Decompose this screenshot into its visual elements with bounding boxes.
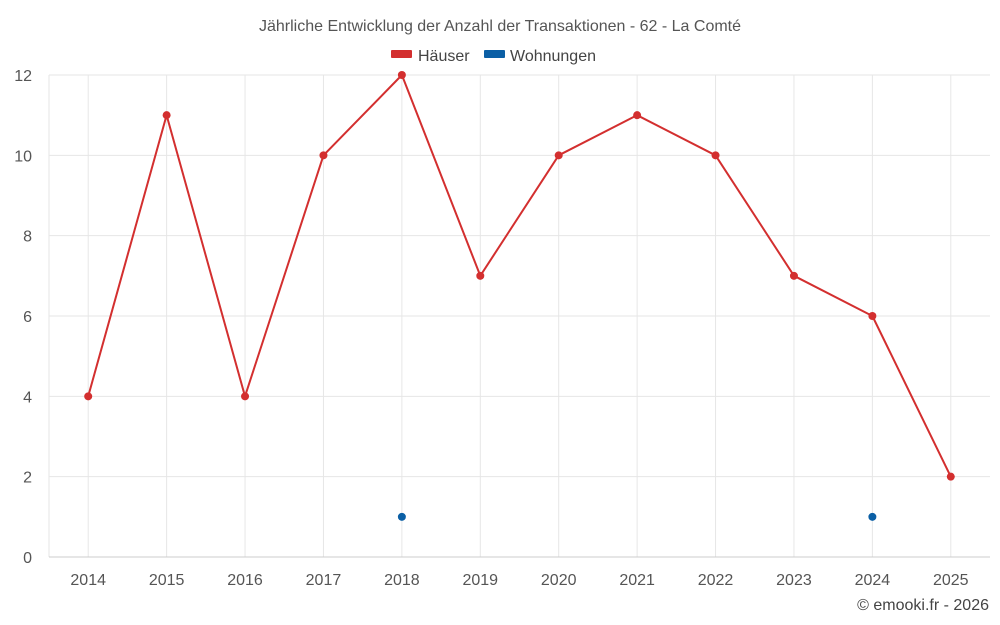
data-point-wohnungen[interactable] (868, 512, 877, 521)
legend-label-wohnungen[interactable]: Wohnungen (510, 48, 596, 65)
legend-label-haeuser[interactable]: Häuser (418, 48, 470, 65)
data-point-haeuser[interactable] (476, 271, 485, 280)
x-tick-label: 2022 (698, 572, 734, 589)
credit: © emooki.fr - 2026 (857, 597, 989, 614)
y-tick-label: 2 (23, 470, 32, 487)
data-point-haeuser[interactable] (84, 392, 93, 401)
legend-swatch-wohnungen (484, 50, 505, 58)
series-wohnungen (397, 512, 877, 521)
data-point-haeuser[interactable] (162, 111, 171, 120)
data-point-haeuser[interactable] (711, 151, 720, 160)
y-tick-label: 10 (14, 148, 32, 165)
series-layer (84, 71, 955, 521)
data-point-haeuser[interactable] (633, 111, 642, 120)
data-point-haeuser[interactable] (319, 151, 328, 160)
data-point-haeuser[interactable] (868, 312, 877, 320)
data-point-wohnungen[interactable] (397, 512, 406, 521)
y-tick-label: 8 (23, 229, 32, 246)
y-axis: 0 2 4 6 8 10 12 (14, 68, 32, 567)
x-tick-label: 2018 (384, 572, 420, 589)
x-tick-label: 2023 (776, 572, 812, 589)
x-tick-label: 2025 (933, 572, 969, 589)
y-tick-label: 12 (14, 68, 32, 85)
series-line-haeuser (87, 74, 952, 478)
series-haeuser (84, 71, 955, 481)
data-point-haeuser[interactable] (397, 71, 406, 79)
y-tick-label: 6 (23, 309, 32, 326)
y-tick-label: 0 (23, 550, 32, 567)
x-tick-label: 2016 (227, 572, 263, 589)
y-tick-label: 4 (23, 389, 32, 406)
x-tick-label: 2014 (70, 572, 106, 589)
data-point-haeuser[interactable] (946, 472, 955, 481)
x-tick-label: 2024 (855, 572, 891, 589)
x-tick-label: 2017 (306, 572, 342, 589)
legend-swatch-haeuser (391, 50, 412, 58)
chart-title: Jährliche Entwicklung der Anzahl der Tra… (259, 18, 741, 35)
x-tick-label: 2019 (462, 572, 498, 589)
x-tick-label: 2015 (149, 572, 185, 589)
data-point-haeuser[interactable] (789, 271, 798, 280)
x-tick-label: 2020 (541, 572, 577, 589)
grid (48, 74, 990, 558)
x-axis: 2014 2015 2016 2017 2018 2019 2020 2021 2022 2023… (70, 572, 968, 589)
legend: Häuser Wohnungen (391, 48, 596, 65)
x-tick-label: 2021 (619, 572, 655, 589)
data-point-haeuser[interactable] (554, 151, 563, 160)
data-point-haeuser[interactable] (241, 392, 250, 401)
